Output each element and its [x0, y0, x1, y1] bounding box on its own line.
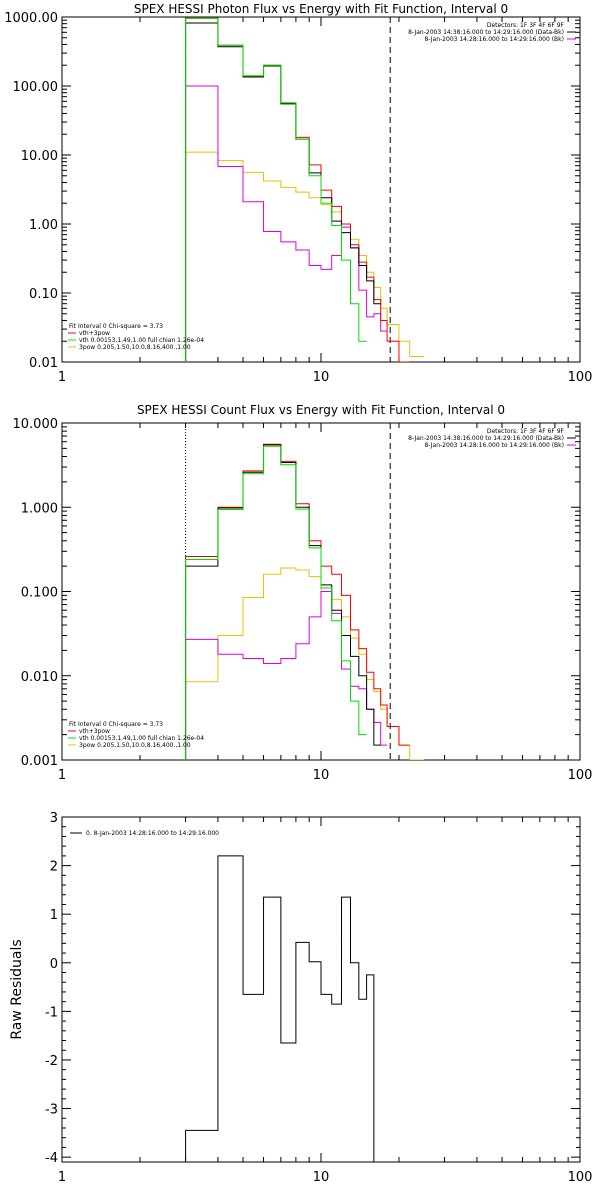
y-tick-label: -1 — [45, 1005, 58, 1020]
series-1 — [185, 17, 410, 362]
y-tick-label: -3 — [45, 1103, 58, 1118]
x-tick-label: 1 — [58, 1170, 66, 1185]
series-1 — [185, 443, 410, 760]
series-4 — [185, 85, 388, 362]
legend-entry: 8-Jan-2003 14:28:16.000 to 14:29:16.000 … — [424, 442, 564, 449]
legend-entry: vth 0.00153,1.49,1.00 full chian 1.26e-0… — [79, 735, 204, 742]
x-tick-label: 10 — [313, 370, 330, 385]
y-tick-label: -4 — [45, 1151, 58, 1166]
chart-panel-1: SPEX HESSI Photon Flux vs Energy with Fi… — [4, 2, 592, 385]
series-0 — [185, 444, 381, 760]
y-tick-label: 100.00 — [13, 80, 59, 95]
data-layer — [185, 423, 425, 760]
chart-title: SPEX HESSI Count Flux vs Energy with Fit… — [137, 403, 505, 417]
series-2 — [185, 445, 367, 760]
series-0 — [185, 22, 381, 362]
x-tick-label: 100 — [568, 768, 593, 783]
data-layer — [185, 855, 381, 1162]
legend-entry: Fit Interval 0 Chi-square = 3.73 — [69, 721, 163, 728]
y-tick-label: 0.010 — [21, 670, 58, 685]
x-tick-label: 100 — [568, 1170, 593, 1185]
legend-entry: vth+3pow — [79, 728, 110, 735]
series-4 — [185, 591, 388, 760]
x-tick-label: 10 — [313, 768, 330, 783]
legend-entry: 8-Jan-2003 14:28:16.000 to 14:29:16.000 … — [424, 36, 564, 43]
y-tick-label: 0.01 — [29, 356, 58, 371]
legend-entry: Detectors: 1F 3F 4F 6F 9F — [487, 22, 565, 29]
y-tick-label: 10.000 — [13, 417, 59, 432]
series-3 — [185, 151, 425, 362]
x-tick-label: 10 — [313, 1170, 330, 1185]
y-tick-label: 0.10 — [29, 287, 58, 302]
y-tick-label: 1000.00 — [4, 11, 58, 26]
legend-entry: 0. 8-Jan-2003 14:28:16.000 to 14:29:16.0… — [86, 830, 219, 837]
data-layer — [185, 17, 425, 362]
legend-entry: vth+3pow — [79, 330, 110, 337]
legend-entry: 8-Jan-2003 14:38:16.000 to 14:29:16.000 … — [408, 29, 564, 36]
series-2 — [185, 17, 367, 362]
chart-title: SPEX HESSI Photon Flux vs Energy with Fi… — [134, 2, 508, 16]
y-tick-label: 1 — [50, 908, 58, 923]
y-tick-label: 2 — [50, 860, 58, 875]
y-tick-label: 0.001 — [21, 754, 58, 769]
series-3 — [185, 567, 425, 760]
y-tick-label: 0 — [50, 957, 58, 972]
legend-entry: Detectors: 1F 3F 4F 6F 9F — [487, 428, 565, 435]
legend-entry: 3pow 0.205,1.50,10.0,8.16,400.,1.00 — [79, 344, 191, 351]
chart-panel-2: SPEX HESSI Count Flux vs Energy with Fit… — [13, 403, 593, 783]
legend-entry: vth 0.00153,1.49,1.00 full chian 1.26e-0… — [79, 337, 204, 344]
legend-entry: 8-Jan-2003 14:38:16.000 to 14:29:16.000 … — [408, 435, 564, 442]
y-tick-label: -2 — [45, 1054, 58, 1069]
x-tick-label: 1 — [58, 768, 66, 783]
y-tick-label: 0.100 — [21, 586, 58, 601]
y-tick-label: 1.00 — [29, 218, 58, 233]
y-tick-label: 3 — [50, 811, 58, 826]
series-0 — [185, 855, 381, 1162]
y-axis-label: Raw Residuals — [9, 939, 25, 1039]
x-tick-label: 1 — [58, 370, 66, 385]
y-tick-label: 1.000 — [21, 501, 58, 516]
y-tick-label: 10.00 — [21, 149, 58, 164]
legend-entry: 3pow 0.205,1.50,10.0,8.16,400.,1.00 — [79, 742, 191, 749]
x-tick-label: 100 — [568, 370, 593, 385]
legend-entry: Fit Interval 0 Chi-square = 3.73 — [69, 323, 163, 330]
